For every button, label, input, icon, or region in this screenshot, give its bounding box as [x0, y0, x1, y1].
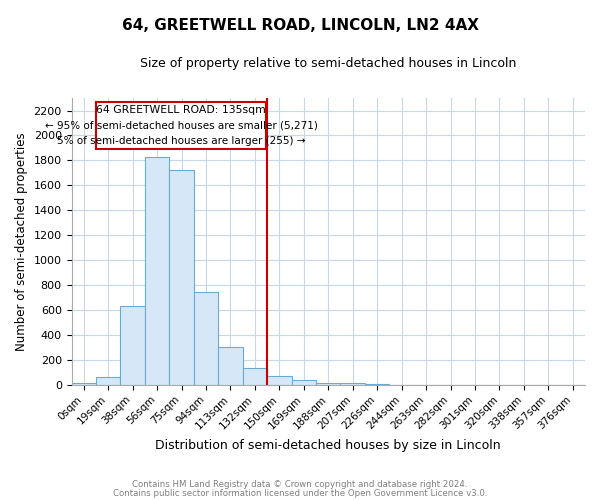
Title: Size of property relative to semi-detached houses in Lincoln: Size of property relative to semi-detach…	[140, 58, 517, 70]
Bar	[194, 292, 218, 384]
Bar	[267, 376, 292, 384]
Text: ← 95% of semi-detached houses are smaller (5,271): ← 95% of semi-detached houses are smalle…	[45, 120, 317, 130]
FancyBboxPatch shape	[97, 102, 266, 149]
Bar	[218, 347, 242, 385]
Bar	[121, 306, 145, 384]
Text: 64 GREETWELL ROAD: 135sqm: 64 GREETWELL ROAD: 135sqm	[97, 106, 266, 116]
Text: 64, GREETWELL ROAD, LINCOLN, LN2 4AX: 64, GREETWELL ROAD, LINCOLN, LN2 4AX	[121, 18, 479, 32]
Y-axis label: Number of semi-detached properties: Number of semi-detached properties	[15, 132, 28, 350]
Bar	[169, 170, 194, 384]
Text: Contains HM Land Registry data © Crown copyright and database right 2024.: Contains HM Land Registry data © Crown c…	[132, 480, 468, 489]
Bar	[96, 377, 121, 384]
Bar	[292, 380, 316, 384]
X-axis label: Distribution of semi-detached houses by size in Lincoln: Distribution of semi-detached houses by …	[155, 440, 501, 452]
Bar	[145, 156, 169, 384]
Text: Contains public sector information licensed under the Open Government Licence v3: Contains public sector information licen…	[113, 489, 487, 498]
Bar	[242, 368, 267, 384]
Text: 5% of semi-detached houses are larger (255) →: 5% of semi-detached houses are larger (2…	[57, 136, 305, 146]
Bar	[316, 382, 340, 384]
